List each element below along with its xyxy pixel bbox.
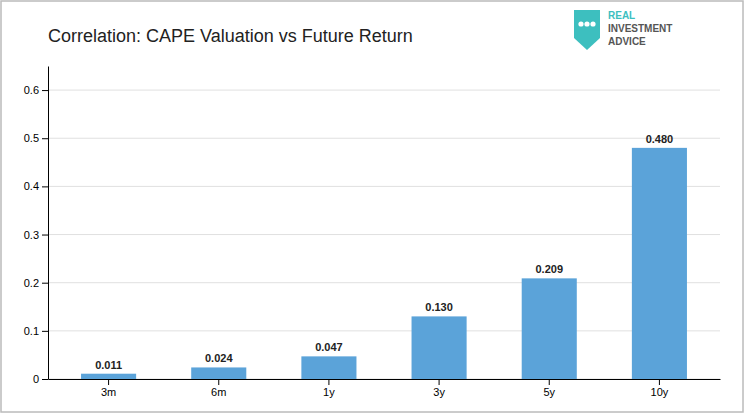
y-axis-line: [48, 67, 49, 380]
bar: [301, 356, 356, 379]
grid-line: [48, 186, 720, 187]
border: [1, 1, 743, 412]
x-axis-line: [49, 379, 721, 380]
x-tick-mark: [328, 379, 329, 385]
annotation: ADVICE: [608, 36, 646, 47]
y-tick-mark: [42, 283, 48, 284]
x-tick-label: 3m: [101, 386, 116, 398]
data-label: 0.209: [535, 263, 563, 275]
grid-line: [48, 330, 720, 331]
x-tick-label: 5y: [543, 386, 555, 398]
logo: REAL INVESTMENT ADVICE: [574, 10, 672, 50]
data-label: 0.130: [425, 301, 453, 313]
logo-dot: [584, 21, 589, 26]
y-tick: 0.5: [24, 132, 48, 144]
x-tick: 1y: [323, 379, 335, 398]
logo-shield: [574, 10, 600, 50]
x-tick: 5y: [543, 379, 555, 398]
chart: Correlation: CAPE Valuation vs Future Re…: [0, 0, 744, 413]
y-tick-mark: [42, 90, 48, 91]
data-label: 0.480: [646, 133, 674, 145]
x-tick-mark: [659, 379, 660, 385]
data-label: 0.024: [205, 352, 233, 364]
y-tick-label: 0.2: [24, 277, 39, 289]
annotation: REAL: [608, 10, 635, 21]
data-label: 0.047: [315, 341, 343, 353]
bar: [522, 278, 577, 379]
grid-line: [48, 282, 720, 283]
bar: [81, 374, 136, 379]
title: Correlation: CAPE Valuation vs Future Re…: [48, 26, 413, 46]
grid-line: [48, 234, 720, 235]
x-tick-label: 10y: [651, 386, 669, 398]
y-tick-mark: [42, 379, 48, 380]
y-tick-label: 0.3: [24, 229, 39, 241]
bar: [632, 148, 687, 379]
y-axis: 0 0.1 0.2 0.3 0.4 0.5 0.6: [24, 67, 49, 386]
logo-dot: [590, 21, 595, 26]
grid-line: [48, 138, 720, 139]
grid-line: [48, 90, 720, 91]
x-tick-mark: [218, 379, 219, 385]
data-labels: 0.011 0.024 0.047 0.130 0.209 0.480: [95, 133, 673, 371]
x-tick-label: 1y: [323, 386, 335, 398]
x-tick-label: 3y: [433, 386, 445, 398]
x-tick: 6m: [211, 379, 226, 398]
y-tick-label: 0.4: [24, 180, 39, 192]
x-tick: 3y: [433, 379, 445, 398]
y-tick-mark: [42, 331, 48, 332]
bars: [81, 148, 687, 379]
y-tick-label: 0.6: [24, 84, 39, 96]
y-tick: 0.4: [24, 180, 48, 192]
x-tick: 10y: [651, 379, 669, 398]
x-tick-label: 6m: [211, 386, 226, 398]
logo-dot: [578, 21, 583, 26]
y-tick: 0.1: [24, 325, 48, 337]
x-tick: 3m: [101, 379, 116, 398]
grid-line: [48, 379, 720, 380]
y-tick: 0.2: [24, 277, 48, 289]
y-tick-mark: [42, 235, 48, 236]
y-tick-label: 0.1: [24, 325, 39, 337]
y-tick-label: 0.5: [24, 132, 39, 144]
bar: [191, 367, 246, 379]
y-tick: 0.3: [24, 229, 48, 241]
x-tick-mark: [108, 379, 109, 385]
y-tick-mark: [42, 186, 48, 187]
bar: [412, 316, 467, 379]
data-label: 0.011: [95, 359, 122, 371]
x-tick-mark: [439, 379, 440, 385]
y-tick: 0: [33, 373, 48, 385]
plot: 00.10.20.30.40.50.63m6m1y3y5y10y0.0110.0…: [24, 67, 721, 398]
y-tick-label: 0: [33, 373, 39, 385]
x-axis: 3m 6m 1y 3y 5y 10y: [49, 379, 721, 398]
grid: [48, 90, 720, 379]
annotation: INVESTMENT: [608, 23, 672, 34]
y-tick-mark: [42, 138, 48, 139]
x-tick-mark: [549, 379, 550, 385]
y-tick: 0.6: [24, 84, 48, 96]
